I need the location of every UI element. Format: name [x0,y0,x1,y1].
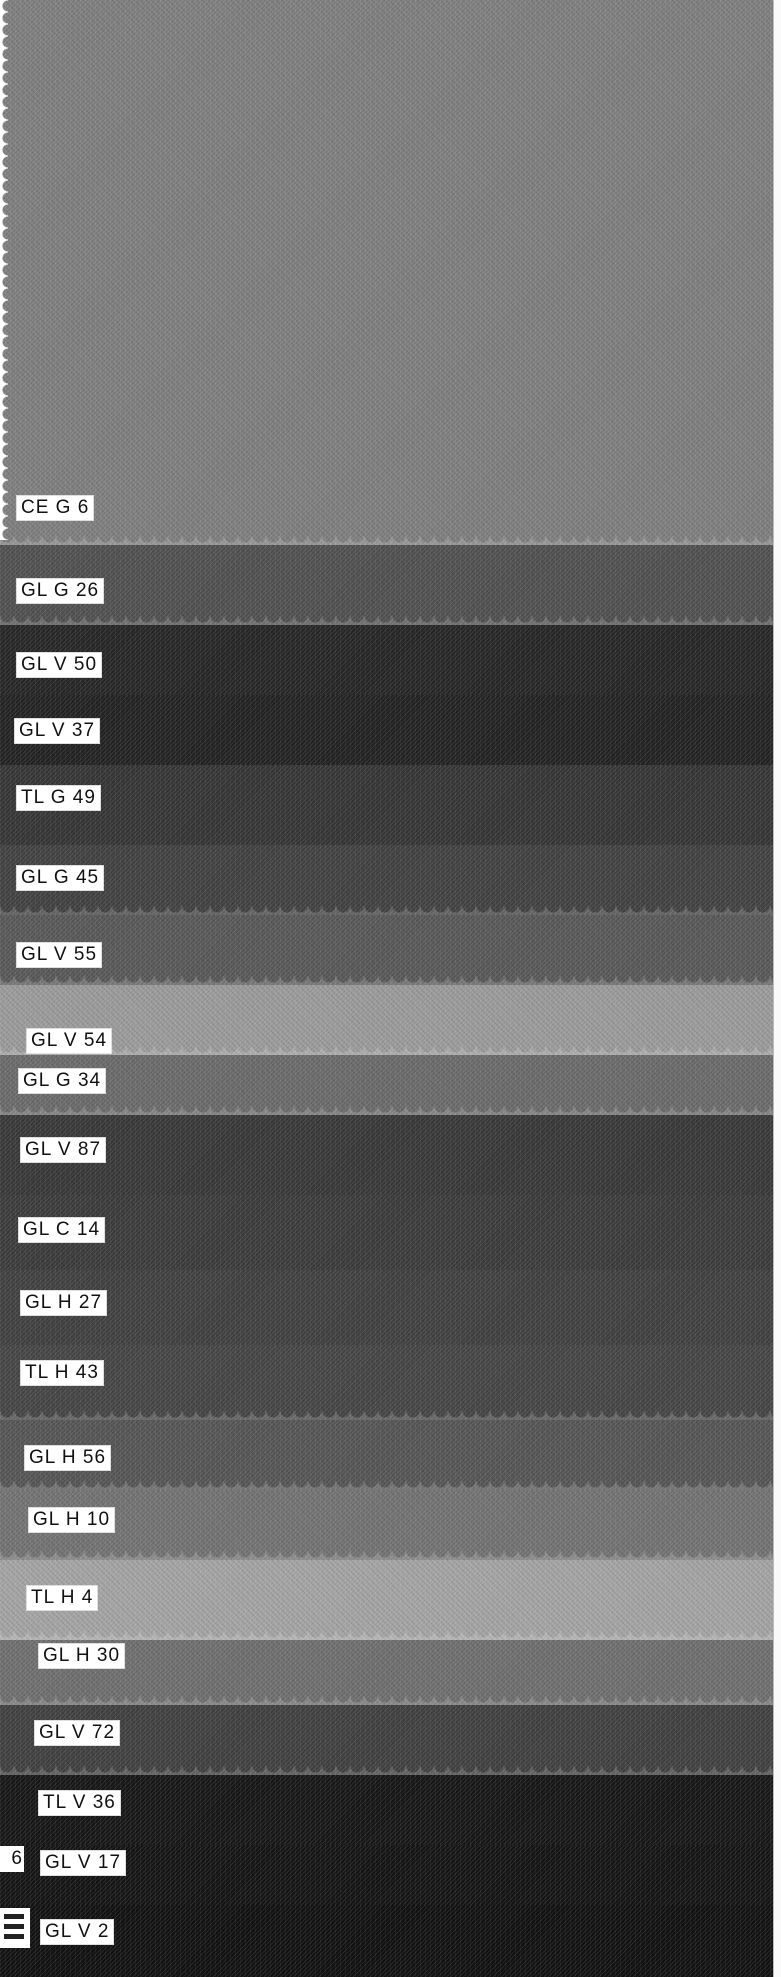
swatch-label: GL V 72 [34,1720,121,1746]
swatch-label: TL V 36 [38,1790,121,1816]
swatch-strip: GL V 50 [0,625,773,695]
swatch-label: TL H 43 [20,1360,104,1386]
page-margin [773,0,781,1977]
swatch-label: GL V 50 [16,652,103,678]
swatch-strip: GL H 30 [0,1640,773,1705]
swatch-strip: TL V 36 [0,1775,773,1845]
swatch-label: GL H 27 [20,1290,108,1316]
pinked-left-edge [0,0,8,540]
swatch-strip: GL V 37 [0,695,773,765]
swatch-label: GL V 37 [14,718,101,744]
swatch-label: GL G 45 [16,865,105,891]
side-tab: 6 [0,1846,24,1872]
swatch-label: GL V 54 [26,1028,113,1054]
swatch-strip: GL G 26 [0,545,773,625]
swatch-strip: GL G 45 [0,845,773,915]
swatch-strip: TL H 43 [0,1345,773,1420]
swatch-strip: GL V 72 [0,1705,773,1775]
swatch-strip: TL G 49 [0,765,773,845]
swatch-label: GL H 30 [38,1643,126,1669]
swatch-label: GL C 14 [18,1217,106,1243]
swatch-label: GL H 10 [28,1507,116,1533]
swatch-strip: GL H 27 [0,1270,773,1345]
swatch-label: GL V 87 [20,1137,107,1163]
swatch-label: TL G 49 [16,785,101,811]
swatch-strip: TL H 4 [0,1560,773,1640]
swatch-strip: GL V 2 [0,1905,773,1977]
swatch-strip: GL V 17 [0,1845,773,1905]
swatch-strip: GL C 14 [0,1195,773,1270]
binder-clip-icon [0,1908,30,1948]
swatch-label: TL H 4 [26,1585,99,1611]
swatch-label: GL H 56 [24,1445,112,1471]
swatch-strip: GL G 34 [0,1055,773,1115]
swatch-label: GL G 34 [18,1068,107,1094]
swatch-strip: GL V 87 [0,1115,773,1195]
swatch-strip: GL V 54 [0,985,773,1055]
swatch-strip: GL V 55 [0,915,773,985]
swatch-strip: GL H 10 [0,1490,773,1560]
swatch-strip: GL H 56 [0,1420,773,1490]
swatch-label: CE G 6 [16,495,95,521]
swatch-strip: CE G 6 [0,0,773,545]
swatch-label: GL V 55 [16,942,103,968]
swatch-label: GL V 17 [40,1850,127,1876]
swatch-label: GL V 2 [40,1919,115,1945]
swatch-label: GL G 26 [16,578,105,604]
